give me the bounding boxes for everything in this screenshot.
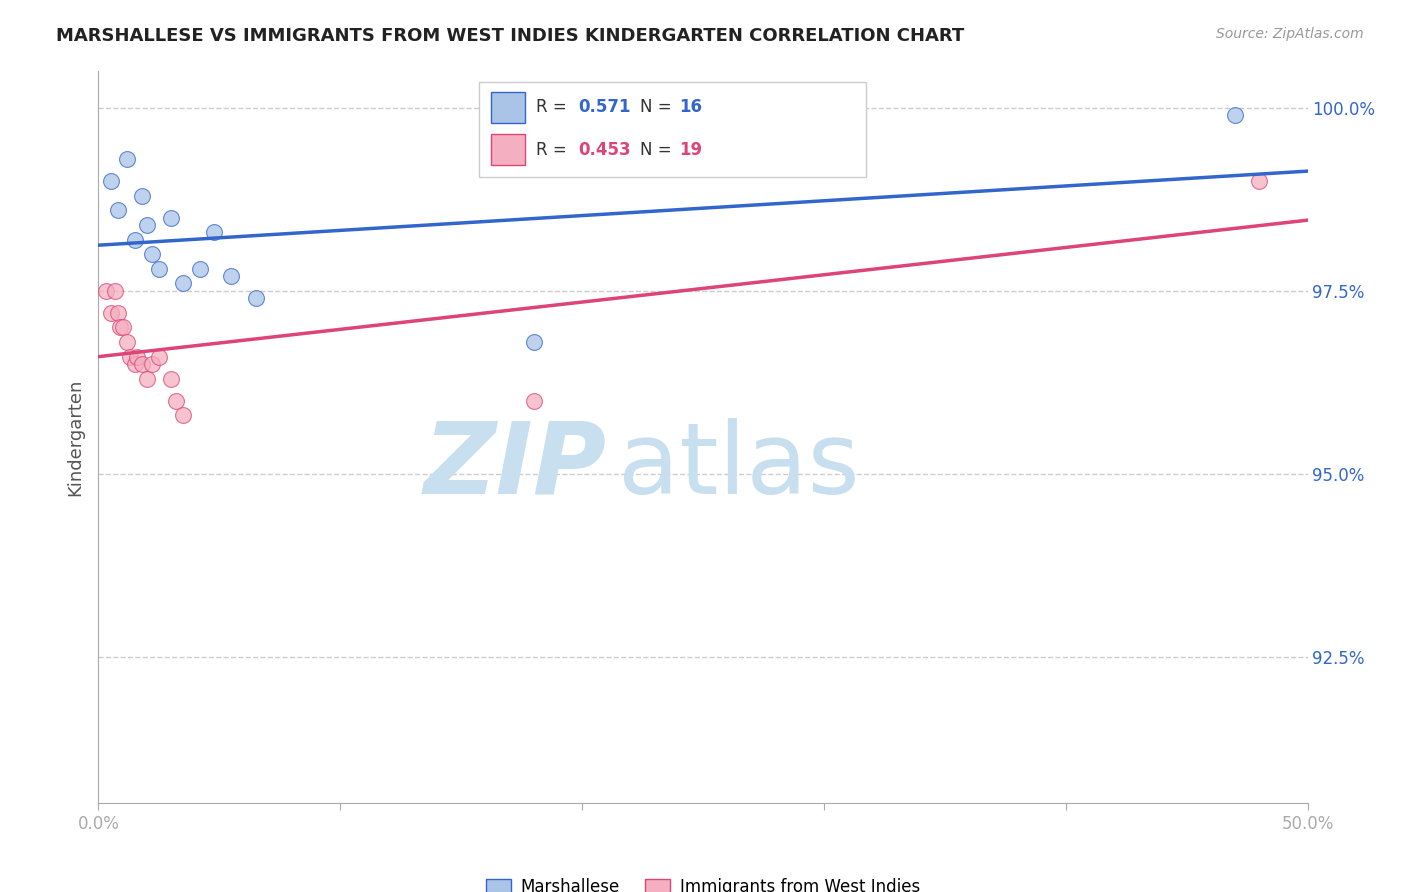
Point	[523, 334, 546, 349]
Text: N =: N =	[640, 141, 678, 159]
Point	[131, 188, 153, 202]
Point	[172, 408, 194, 422]
Text: R =: R =	[536, 98, 572, 116]
Text: ZIP: ZIP	[423, 417, 606, 515]
Text: R =: R =	[536, 141, 572, 159]
Point	[204, 225, 226, 239]
Point	[221, 269, 243, 284]
Point	[523, 393, 546, 408]
Point	[104, 284, 127, 298]
Point	[124, 233, 146, 247]
Text: 0.453: 0.453	[578, 141, 631, 159]
Point	[111, 320, 134, 334]
Point	[124, 357, 146, 371]
Point	[108, 320, 131, 334]
Text: atlas: atlas	[619, 417, 860, 515]
Point	[118, 350, 141, 364]
Point	[141, 357, 163, 371]
Point	[135, 218, 157, 232]
Point	[160, 211, 183, 225]
Point	[135, 371, 157, 385]
Point	[245, 291, 267, 305]
Bar	[479, 82, 866, 178]
Text: 19: 19	[679, 141, 702, 159]
Text: Source: ZipAtlas.com: Source: ZipAtlas.com	[1216, 27, 1364, 41]
Point	[117, 334, 139, 349]
Text: 0.571: 0.571	[578, 98, 631, 116]
Legend: Marshallese, Immigrants from West Indies: Marshallese, Immigrants from West Indies	[478, 870, 928, 892]
Bar	[492, 92, 526, 122]
Point	[94, 284, 117, 298]
Point	[100, 306, 122, 320]
Point	[127, 350, 149, 364]
Point	[165, 393, 187, 408]
Point	[172, 277, 194, 291]
Point	[100, 174, 122, 188]
Point	[107, 306, 129, 320]
Point	[148, 350, 170, 364]
Point	[131, 357, 153, 371]
Point	[1223, 108, 1246, 122]
Point	[107, 203, 129, 218]
Point	[160, 371, 183, 385]
Point	[188, 261, 211, 276]
Point	[1249, 174, 1271, 188]
Text: 16: 16	[679, 98, 702, 116]
Point	[141, 247, 163, 261]
Point	[148, 261, 170, 276]
Text: N =: N =	[640, 98, 678, 116]
Point	[117, 152, 139, 166]
Bar	[492, 135, 526, 165]
Y-axis label: Kindergarten: Kindergarten	[66, 378, 84, 496]
Text: MARSHALLESE VS IMMIGRANTS FROM WEST INDIES KINDERGARTEN CORRELATION CHART: MARSHALLESE VS IMMIGRANTS FROM WEST INDI…	[56, 27, 965, 45]
